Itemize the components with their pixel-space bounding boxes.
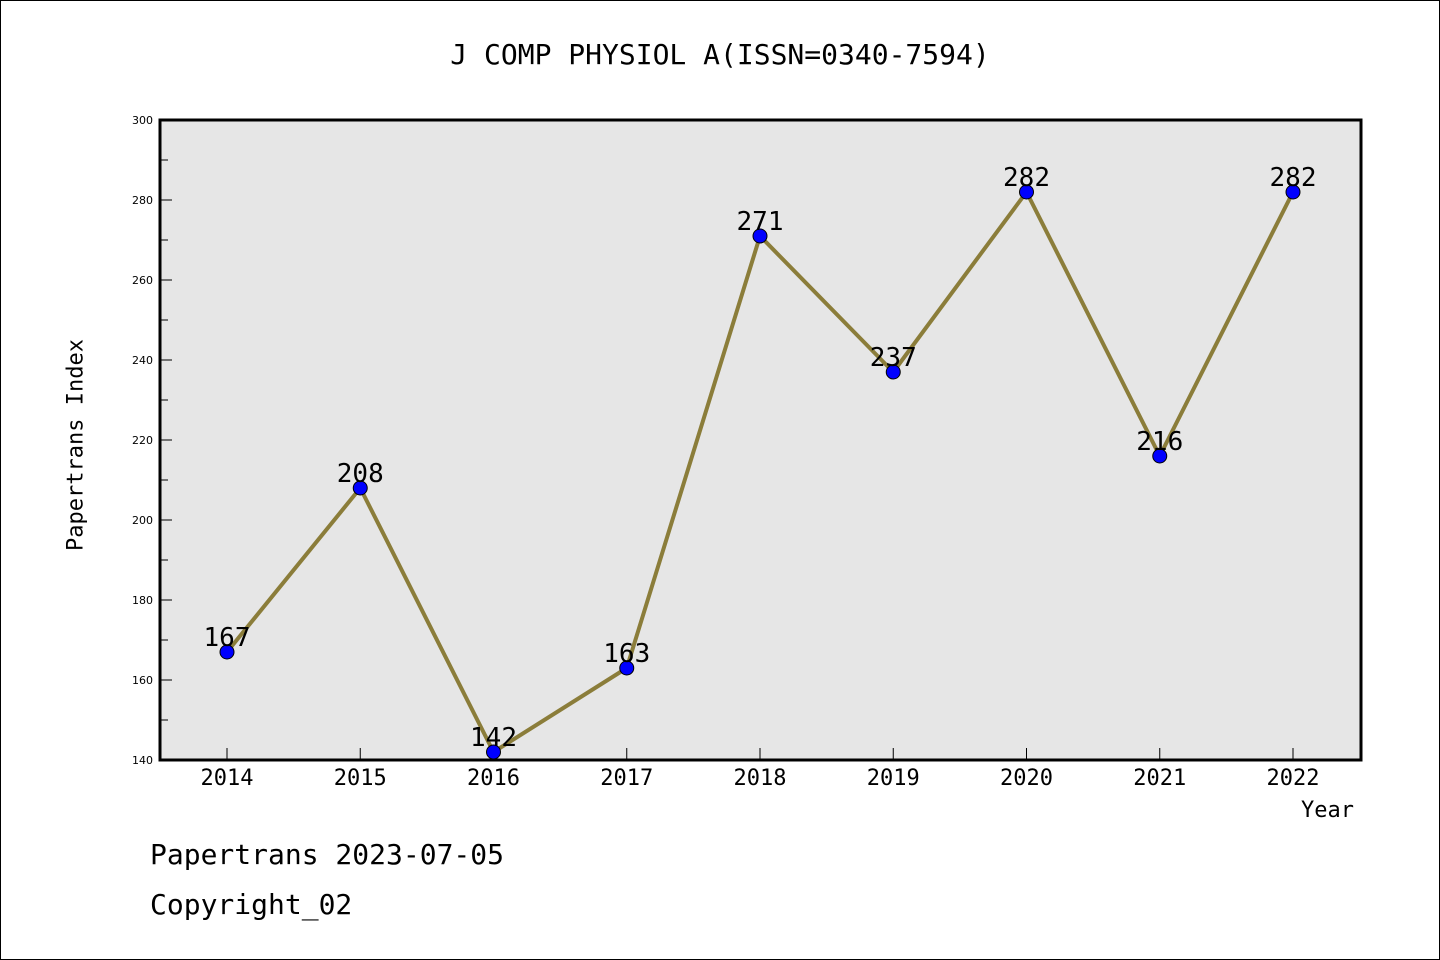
data-label: 216 — [1136, 427, 1183, 457]
data-point — [1019, 184, 1034, 200]
data-label: 271 — [737, 207, 784, 237]
x-tick-label: 2016 — [467, 766, 520, 791]
y-tick-label: 160 — [132, 674, 153, 687]
data-point — [885, 364, 901, 380]
x-tick-label: 2019 — [867, 766, 920, 791]
data-label: 282 — [1270, 163, 1317, 193]
data-label: 237 — [870, 343, 917, 373]
data-point — [1152, 448, 1168, 464]
y-tick-label: 140 — [132, 754, 153, 767]
y-tick-label: 240 — [132, 354, 153, 367]
y-tick-label: 260 — [132, 274, 153, 287]
plot-area — [160, 120, 1361, 760]
data-point — [486, 744, 501, 760]
data-label: 163 — [603, 639, 650, 669]
footer-copyright: Copyright_02 — [150, 888, 353, 921]
y-tick-label: 300 — [132, 114, 153, 127]
data-point — [219, 644, 235, 660]
x-tick-label: 2018 — [734, 766, 787, 791]
x-axis-label: Year — [1301, 798, 1354, 823]
x-tick-label: 2022 — [1267, 766, 1320, 791]
data-point — [352, 480, 368, 496]
y-tick-label: 220 — [132, 434, 153, 447]
data-label: 167 — [204, 623, 251, 653]
data-point — [752, 228, 768, 244]
data-point — [1285, 184, 1301, 200]
data-label: 282 — [1003, 163, 1050, 193]
y-tick-label: 280 — [132, 194, 153, 207]
x-tick-label: 2014 — [201, 766, 254, 791]
data-label: 208 — [337, 459, 384, 489]
footer-date: Papertrans 2023-07-05 — [150, 838, 505, 871]
x-tick-label: 2017 — [600, 766, 653, 791]
y-axis-label: Papertrans Index — [63, 339, 89, 551]
data-label: 142 — [470, 723, 517, 753]
y-tick-label: 200 — [132, 514, 153, 527]
chart-title: J COMP PHYSIOL A(ISSN=0340-7594) — [450, 38, 990, 71]
x-tick-label: 2015 — [334, 766, 387, 791]
x-tick-label: 2020 — [1000, 766, 1053, 791]
data-point — [619, 660, 635, 676]
y-tick-label: 180 — [132, 594, 153, 607]
plot-border — [158, 118, 1363, 762]
x-tick-label: 2021 — [1133, 766, 1186, 791]
